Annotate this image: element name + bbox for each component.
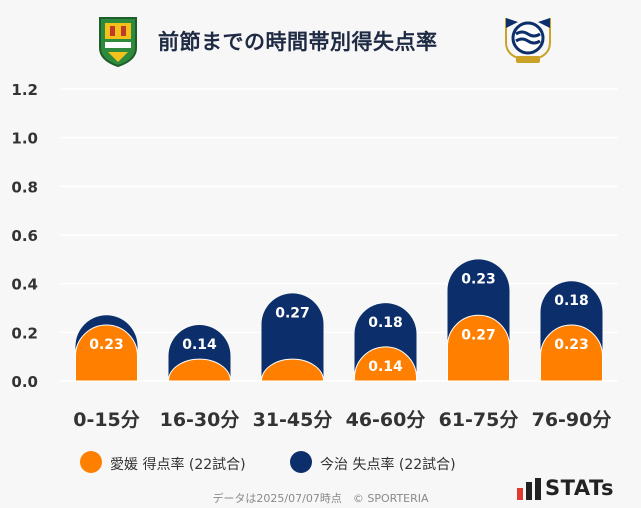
y-tick-label-2: 0.4: [11, 276, 38, 294]
y-tick-label-5: 1.0: [11, 130, 38, 148]
data-label-imabari-1: 0.14: [182, 337, 217, 353]
chart: 0.0 0.2 0.4 0.6 0.8 1.0 1.2 0.23 0-15分 0.14 16-30分…: [11, 81, 612, 431]
x-tick-label-0: 0-15分: [73, 409, 140, 431]
y-tick-label-0: 0.0: [11, 373, 38, 391]
data-label-ehime-4: 0.27: [461, 327, 496, 343]
x-tick-label-5: 76-90分: [532, 409, 612, 431]
stats-logo-text: STATs: [545, 476, 614, 500]
data-label-ehime-5: 0.23: [554, 337, 589, 353]
data-label-imabari-3: 0.18: [368, 315, 403, 331]
data-label-imabari-5: 0.18: [554, 293, 589, 309]
bar-ehime-0: [75, 324, 138, 382]
legend-label-ehime: 愛媛 得点率 (22試合): [110, 457, 246, 473]
y-tick-label-1: 0.2: [11, 324, 38, 342]
bar-ehime-2: [260, 358, 325, 382]
bar-ehime-5: [540, 324, 603, 382]
x-tick-label-3: 46-60分: [346, 409, 426, 431]
data-label-ehime-3: 0.14: [368, 359, 403, 375]
chart-title: 前節までの時間帯別得失点率: [158, 30, 438, 54]
legend-swatch-imabari: [290, 451, 312, 473]
bar-ehime-1: [167, 358, 232, 382]
x-tick-label-1: 16-30分: [160, 409, 240, 431]
bar-ehime-3: [354, 346, 417, 382]
stats-logo-icon: [517, 478, 541, 500]
data-label-imabari-2: 0.27: [275, 305, 310, 321]
x-tick-label-2: 31-45分: [253, 409, 333, 431]
ehime-fc-emblem-icon: [99, 17, 137, 68]
x-tick-label-4: 61-75分: [439, 409, 519, 431]
legend-swatch-ehime: [80, 451, 102, 473]
legend-label-imabari: 今治 失点率 (22試合): [320, 457, 456, 473]
header: 前節までの時間帯別得失点率: [0, 0, 641, 70]
y-tick-label-4: 0.8: [11, 178, 38, 196]
data-label-ehime-0: 0.23: [89, 337, 124, 353]
fc-imabari-emblem-icon: [505, 18, 551, 63]
bar-imabari-2: [261, 293, 324, 381]
y-tick-label-6: 1.2: [11, 81, 38, 99]
stats-logo: STATs: [517, 476, 635, 500]
y-tick-label-3: 0.6: [11, 227, 38, 245]
data-label-imabari-4: 0.23: [461, 271, 496, 287]
footer-note: データは2025/07/07時点 © SPORTERIA: [212, 492, 429, 505]
bar-ehime-4: [447, 314, 510, 382]
legend: 愛媛 得点率 (22試合) 今治 失点率 (22試合): [0, 450, 641, 476]
